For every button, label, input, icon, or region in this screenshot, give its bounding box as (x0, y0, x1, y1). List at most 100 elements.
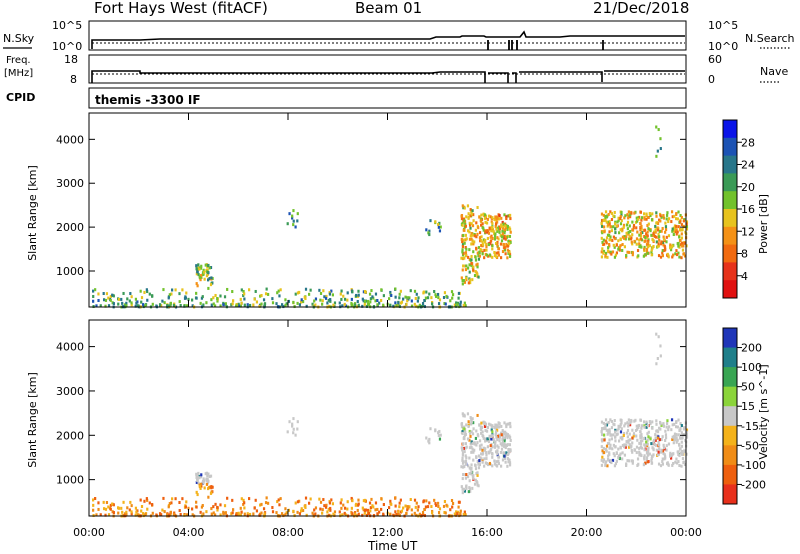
power-cell (491, 222, 494, 226)
velocity-cell (463, 489, 467, 493)
velocity-cell (610, 437, 613, 441)
velocity-cell (494, 433, 497, 437)
power-cell (494, 225, 497, 229)
power-cell (277, 289, 280, 293)
power-cell (308, 292, 311, 296)
power-cell (626, 250, 629, 254)
velocity-cell (601, 439, 604, 443)
power-cell (210, 303, 213, 307)
velocity-cell (367, 511, 371, 515)
velocity-cell (117, 511, 120, 515)
velocity-x-ticks (88, 320, 687, 516)
velocity-cell (464, 446, 467, 450)
velocity-cell (284, 507, 287, 511)
power-cell (462, 228, 465, 232)
power-cell (506, 244, 509, 248)
velocity-cell (151, 511, 154, 515)
velocity-cell (455, 513, 458, 517)
power-cell (464, 254, 467, 258)
power-cell (621, 235, 625, 239)
power-cell (148, 292, 151, 296)
velocity-cell (468, 487, 472, 491)
power-cell (625, 235, 628, 239)
power-cell (646, 215, 650, 219)
power-cell (422, 291, 425, 295)
power-cell (406, 296, 409, 300)
power-cell (657, 128, 660, 132)
power-cell (460, 256, 463, 260)
power-cell (378, 301, 381, 305)
velocity-cell (286, 430, 289, 434)
power-cell (663, 246, 667, 250)
power-cell (680, 215, 683, 219)
velocity-cell (378, 510, 381, 514)
power-cell (610, 218, 614, 222)
velocity-cell (479, 427, 482, 431)
velocity-cell (503, 444, 506, 448)
power-cell (479, 239, 482, 243)
velocity-cell (253, 506, 256, 510)
power-cell (483, 240, 487, 244)
velocity-cell (470, 450, 473, 454)
power-cell (459, 302, 462, 306)
velocity-cell (437, 504, 440, 508)
velocity-cell (394, 510, 397, 514)
velocity-cell (442, 504, 446, 508)
nave-tick-top: 60 (708, 53, 722, 66)
velocity-cell (328, 513, 331, 517)
power-cell (252, 303, 255, 307)
velocity-cell (340, 506, 343, 510)
velocity-cell (667, 428, 670, 432)
velocity-cell (626, 421, 629, 425)
velocity-cell (501, 438, 504, 442)
power-cell (671, 229, 674, 233)
power-cell (646, 224, 649, 228)
velocity-cell (451, 502, 455, 506)
power-cell (612, 214, 615, 218)
velocity-cell (663, 453, 666, 457)
velocity-cell (651, 420, 654, 424)
power-cell (209, 283, 213, 287)
velocity-cell (438, 507, 442, 511)
power-cell (482, 212, 485, 216)
velocity-cell (264, 501, 268, 505)
power-cell (650, 250, 653, 254)
power-cell (485, 221, 489, 225)
power-cell (134, 304, 137, 308)
velocity-cell (504, 434, 508, 438)
power-cell (640, 216, 644, 220)
power-cell (477, 275, 480, 279)
power-x-ticks (88, 113, 687, 307)
velocity-cell (342, 503, 345, 507)
velocity-cell (600, 445, 603, 449)
velocity-cell (618, 457, 621, 461)
velocity-cell (489, 423, 492, 427)
power-cell (643, 247, 646, 251)
power-cell (478, 215, 481, 219)
power-cell (658, 229, 661, 233)
power-cell (633, 239, 636, 243)
power-cell (476, 262, 479, 266)
velocity-cell (477, 454, 481, 458)
power-cell (650, 253, 653, 257)
velocity-cell (121, 510, 124, 514)
power-cell (675, 212, 678, 216)
velocity-cell (497, 459, 500, 463)
velocity-cell (504, 432, 507, 436)
power-cell (481, 225, 484, 229)
velocity-cell (461, 458, 464, 462)
power-cell (479, 219, 482, 223)
velocity-cell (323, 504, 326, 508)
velocity-cell (319, 507, 322, 511)
power-cell (664, 221, 667, 225)
power-cell (203, 277, 206, 281)
velocity-cell (504, 446, 507, 450)
velocity-cell (623, 445, 626, 449)
power-cell (639, 222, 642, 226)
power-cell (500, 216, 503, 220)
velocity-cell (600, 420, 604, 424)
velocity-cell (482, 436, 485, 440)
power-cell (631, 220, 634, 224)
velocity-cell (185, 513, 189, 517)
velocity-cell (666, 419, 669, 423)
